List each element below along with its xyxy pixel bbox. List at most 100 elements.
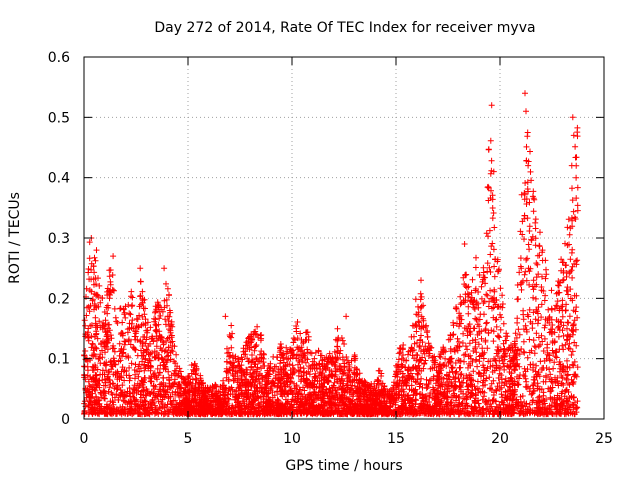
data-point bbox=[209, 409, 216, 416]
data-point bbox=[568, 326, 575, 333]
data-point bbox=[242, 376, 249, 383]
data-point bbox=[534, 383, 541, 390]
data-point bbox=[455, 403, 462, 410]
data-point bbox=[448, 364, 455, 371]
data-point bbox=[456, 399, 463, 406]
data-point bbox=[483, 319, 490, 326]
data-point bbox=[559, 327, 566, 334]
data-point bbox=[558, 256, 565, 263]
data-point bbox=[411, 340, 418, 347]
data-point bbox=[90, 353, 97, 360]
data-point bbox=[287, 387, 294, 393]
data-point bbox=[448, 355, 455, 362]
data-point bbox=[485, 146, 492, 153]
data-point bbox=[113, 405, 120, 412]
data-point bbox=[411, 355, 418, 362]
data-point bbox=[408, 406, 415, 413]
data-point bbox=[100, 338, 106, 345]
data-point bbox=[547, 357, 553, 364]
data-point bbox=[251, 369, 258, 376]
data-point bbox=[405, 351, 411, 358]
data-point bbox=[289, 354, 296, 361]
data-point bbox=[310, 361, 317, 368]
data-point bbox=[525, 188, 532, 195]
data-point bbox=[278, 351, 285, 358]
data-point bbox=[334, 396, 341, 403]
data-point bbox=[484, 345, 491, 352]
data-point bbox=[102, 382, 109, 389]
data-point bbox=[471, 306, 478, 312]
data-point bbox=[532, 242, 539, 249]
data-point bbox=[86, 239, 93, 246]
data-point bbox=[109, 391, 116, 398]
data-point bbox=[301, 387, 308, 394]
data-point bbox=[140, 402, 147, 409]
data-point bbox=[352, 355, 359, 362]
data-point bbox=[476, 328, 483, 335]
data-point bbox=[501, 356, 508, 363]
data-point bbox=[472, 336, 479, 343]
data-point bbox=[532, 219, 539, 226]
data-point bbox=[229, 352, 236, 359]
data-point bbox=[521, 196, 528, 203]
data-point bbox=[569, 331, 576, 338]
data-point bbox=[236, 379, 242, 386]
data-point bbox=[144, 329, 151, 336]
data-point bbox=[102, 409, 109, 416]
data-point bbox=[420, 315, 427, 322]
data-point bbox=[507, 384, 514, 391]
data-point bbox=[471, 383, 478, 390]
data-point bbox=[573, 174, 580, 181]
data-point bbox=[450, 331, 457, 338]
data-point bbox=[451, 411, 458, 417]
data-point bbox=[544, 405, 551, 412]
data-point bbox=[338, 402, 344, 409]
data-point bbox=[530, 361, 536, 368]
data-point bbox=[380, 405, 387, 412]
data-point bbox=[92, 387, 99, 394]
data-point bbox=[543, 372, 549, 379]
data-point bbox=[520, 311, 527, 318]
data-point bbox=[311, 355, 318, 362]
data-point bbox=[215, 411, 222, 418]
data-point bbox=[297, 391, 304, 398]
data-point bbox=[524, 354, 531, 361]
data-point bbox=[126, 385, 133, 391]
data-point bbox=[107, 332, 114, 339]
data-point bbox=[561, 393, 568, 400]
data-point bbox=[564, 357, 570, 364]
data-point bbox=[403, 406, 410, 413]
data-point bbox=[564, 363, 571, 370]
data-point bbox=[169, 338, 176, 345]
data-point bbox=[319, 404, 326, 411]
data-point bbox=[530, 294, 537, 301]
data-point bbox=[138, 388, 145, 395]
data-point bbox=[565, 216, 572, 223]
data-point bbox=[310, 384, 317, 391]
data-point bbox=[403, 357, 410, 364]
data-point bbox=[467, 352, 474, 359]
data-point bbox=[147, 350, 154, 357]
data-point bbox=[102, 343, 109, 350]
data-point bbox=[550, 365, 557, 372]
data-point bbox=[300, 340, 307, 347]
data-point bbox=[361, 378, 368, 385]
data-point bbox=[328, 359, 335, 366]
data-point bbox=[541, 409, 548, 416]
data-point bbox=[440, 391, 447, 397]
data-point bbox=[481, 274, 488, 281]
data-point bbox=[379, 380, 386, 387]
data-point bbox=[102, 390, 109, 397]
data-point bbox=[490, 338, 497, 345]
data-point bbox=[139, 387, 146, 394]
data-point bbox=[412, 400, 419, 407]
data-point bbox=[145, 410, 151, 417]
data-point bbox=[532, 216, 539, 223]
data-point bbox=[351, 406, 358, 413]
data-point bbox=[559, 366, 566, 373]
data-point bbox=[471, 325, 478, 332]
data-point bbox=[318, 381, 325, 388]
data-point bbox=[318, 397, 324, 404]
data-point bbox=[257, 384, 264, 391]
data-point bbox=[111, 305, 118, 312]
